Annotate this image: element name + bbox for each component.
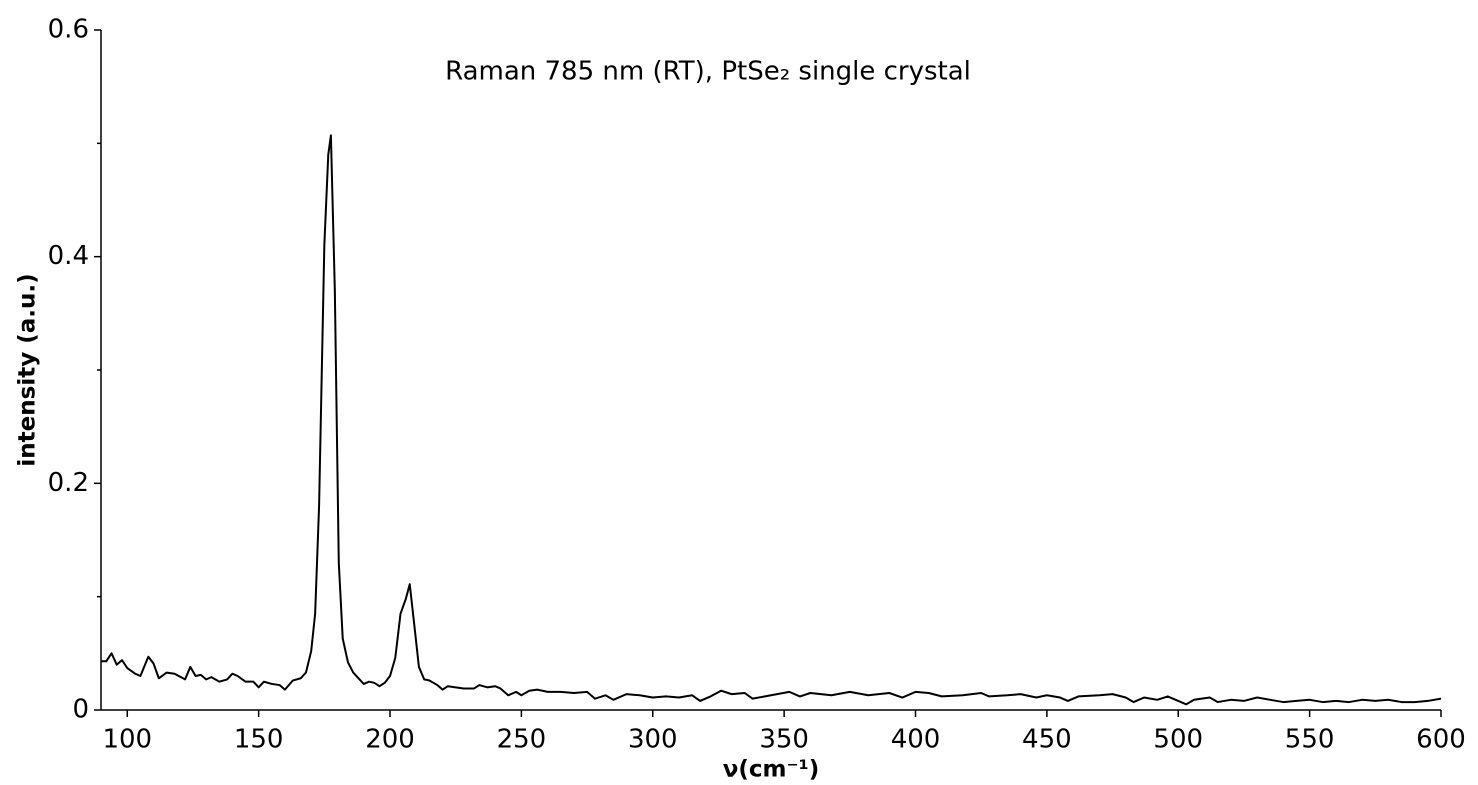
y-axis-label: intensity (a.u.) [15,273,41,466]
data-line [101,134,1442,706]
x-tick-label: 500 [1153,725,1203,755]
y-tick-label: 0.2 [48,468,89,498]
x-tick-label: 450 [1022,725,1072,755]
y-tick-label: 0.4 [48,241,89,271]
x-tick-label: 100 [102,725,152,755]
x-tick-label: 550 [1285,725,1335,755]
y-tick-label: 0.6 [48,15,89,45]
x-tick-label: 350 [759,725,809,755]
x-tick-label: 600 [1416,725,1466,755]
x-axis-label: ν(cm⁻¹) [723,757,820,783]
x-tick-label: 200 [365,725,415,755]
x-tick-label: 300 [628,725,678,755]
y-tick-label: 0 [72,695,89,725]
x-tick-label: 150 [234,725,284,755]
x-tick-label: 400 [891,725,941,755]
chart-title: Raman 785 nm (RT), PtSe₂ single crystal [445,57,971,87]
x-tick-label: 250 [497,725,547,755]
